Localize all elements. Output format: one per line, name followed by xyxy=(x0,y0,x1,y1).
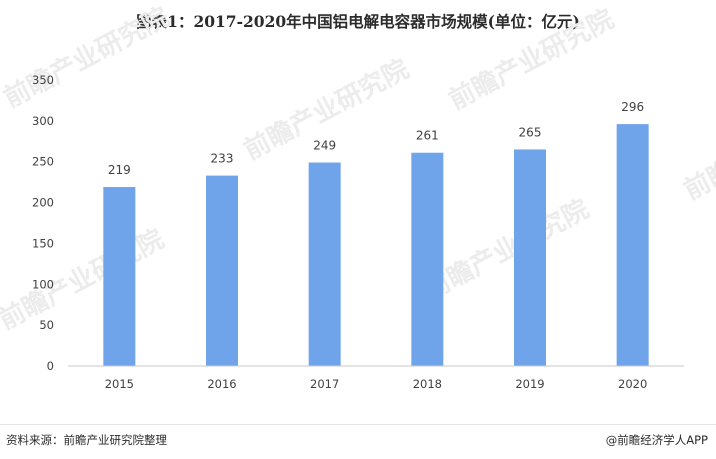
watermark-logo-4: 前瞻产业研究院 xyxy=(0,223,169,336)
data-label-2018: 261 xyxy=(416,129,439,143)
y-tick-label: 50 xyxy=(39,318,54,332)
x-tick-label: 2016 xyxy=(207,377,236,391)
x-tick-label: 2015 xyxy=(105,377,134,391)
bar-2016 xyxy=(206,175,238,366)
credit-note: @前瞻经济学人APP xyxy=(605,433,708,447)
x-tick-label: 2019 xyxy=(515,377,544,391)
bar-series xyxy=(103,124,649,366)
x-axis: 2015 2016 2017 2018 2019 2020 xyxy=(68,365,684,391)
x-tick-label: 2018 xyxy=(413,377,442,391)
y-tick-label: 300 xyxy=(32,114,54,128)
watermark-logo-0: 前瞻产业研究院 xyxy=(0,1,174,114)
chart-title: 图表1：2017-2020年中国铝电解电容器市场规模(单位：亿元) xyxy=(136,12,580,31)
watermark-logo-5: 前瞻产业研究院 xyxy=(679,93,716,206)
source-note: 资料来源：前瞻产业研究院整理 xyxy=(6,433,167,447)
footer-divider xyxy=(0,424,716,425)
data-label-2019: 265 xyxy=(519,125,542,139)
bar-2019 xyxy=(514,149,546,366)
y-tick-label: 150 xyxy=(32,236,54,250)
bar-2015 xyxy=(103,187,136,366)
x-tick-label: 2017 xyxy=(310,377,339,391)
x-tick-label: 2020 xyxy=(618,377,647,391)
y-tick-label: 200 xyxy=(32,196,54,210)
watermark-logo-3: 前瞻产业研究院 xyxy=(419,193,594,306)
bar-2020 xyxy=(616,124,649,366)
data-labels: 219 233 249 261 265 296 xyxy=(108,100,644,177)
y-axis: 0 50 100 150 200 250 300 350 xyxy=(32,73,54,373)
bar-2017 xyxy=(308,162,341,366)
data-label-2020: 296 xyxy=(621,100,644,114)
y-tick-label: 100 xyxy=(32,277,54,291)
y-tick-label: 250 xyxy=(32,155,54,169)
watermark-logo-2: 前瞻产业研究院 xyxy=(444,3,619,116)
data-label-2017: 249 xyxy=(313,139,336,153)
y-tick-label: 0 xyxy=(47,359,54,373)
bar-2018 xyxy=(411,152,444,366)
data-label-2016: 233 xyxy=(211,152,234,166)
y-tick-label: 350 xyxy=(32,73,54,87)
data-label-2015: 219 xyxy=(108,163,131,177)
